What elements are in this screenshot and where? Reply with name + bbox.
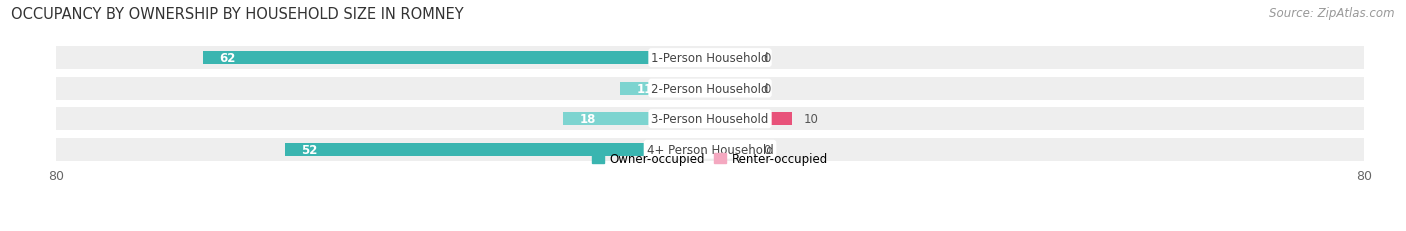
Text: 10: 10 bbox=[804, 113, 818, 126]
Text: 52: 52 bbox=[301, 143, 318, 156]
Bar bbox=[56, 77, 1364, 100]
Bar bbox=[562, 113, 710, 126]
Text: 0: 0 bbox=[763, 52, 770, 65]
Text: 0: 0 bbox=[763, 82, 770, 95]
Bar bbox=[285, 143, 710, 156]
Text: 62: 62 bbox=[219, 52, 236, 65]
Bar bbox=[204, 52, 710, 65]
Text: 1-Person Household: 1-Person Household bbox=[651, 52, 769, 65]
Bar bbox=[620, 82, 710, 95]
Text: 11: 11 bbox=[637, 82, 652, 95]
Bar bbox=[710, 113, 792, 126]
Text: OCCUPANCY BY OWNERSHIP BY HOUSEHOLD SIZE IN ROMNEY: OCCUPANCY BY OWNERSHIP BY HOUSEHOLD SIZE… bbox=[11, 7, 464, 22]
Bar bbox=[56, 47, 1364, 70]
Bar bbox=[710, 52, 751, 65]
Bar bbox=[56, 108, 1364, 131]
Bar bbox=[710, 143, 751, 156]
Text: 0: 0 bbox=[763, 143, 770, 156]
Text: 18: 18 bbox=[579, 113, 596, 126]
Text: Source: ZipAtlas.com: Source: ZipAtlas.com bbox=[1270, 7, 1395, 20]
Bar bbox=[56, 138, 1364, 161]
Bar bbox=[710, 82, 751, 95]
Text: 4+ Person Household: 4+ Person Household bbox=[647, 143, 773, 156]
Text: 2-Person Household: 2-Person Household bbox=[651, 82, 769, 95]
Legend: Owner-occupied, Renter-occupied: Owner-occupied, Renter-occupied bbox=[586, 148, 834, 170]
Text: 3-Person Household: 3-Person Household bbox=[651, 113, 769, 126]
